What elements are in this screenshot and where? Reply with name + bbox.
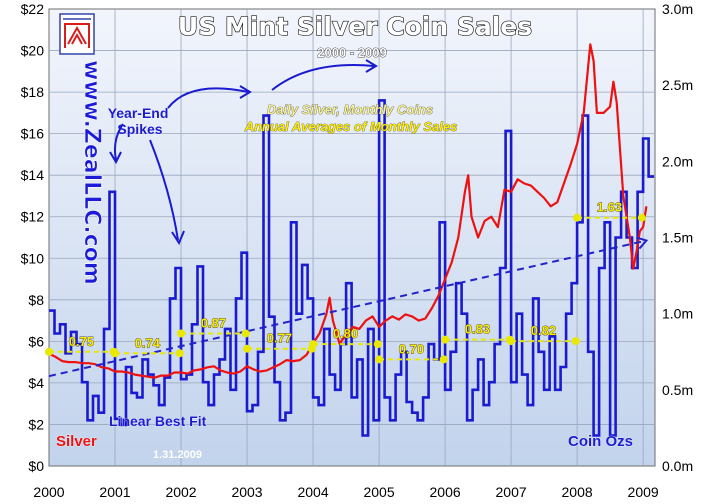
left-tick-label: $20 (21, 43, 45, 59)
left-tick-label: $4 (28, 375, 44, 391)
zeal-logo (59, 13, 95, 55)
average-point (441, 335, 450, 344)
average-label: 0.82 (531, 323, 556, 338)
spikes-label: Year-End Spikes (108, 105, 173, 137)
average-label: 0.75 (69, 334, 94, 349)
x-tick-label: 2009 (628, 484, 659, 500)
left-tick-label: $10 (21, 250, 45, 266)
average-point (175, 349, 184, 358)
average-label: 1.63 (597, 200, 622, 215)
silver-label: Silver (56, 433, 97, 450)
x-tick-label: 2003 (231, 484, 262, 500)
right-tick-label: 2.0m (662, 153, 693, 169)
average-label: 0.87 (201, 315, 226, 330)
average-point (439, 355, 448, 364)
coin-sales-line (49, 99, 655, 437)
average-label: 0.80 (333, 326, 358, 341)
left-tick-label: $8 (28, 292, 44, 308)
coin-label: Coin Ozs (568, 433, 633, 450)
left-tick-label: $12 (21, 209, 45, 225)
x-tick-label: 2008 (562, 484, 593, 500)
left-tick-label: $6 (28, 333, 44, 349)
average-point (309, 340, 318, 349)
legend-line-1: Daily Silver, Monthly Coins (267, 102, 433, 117)
chart-title: US Mint Silver Coin Sales (178, 12, 532, 41)
x-tick-label: 2007 (496, 484, 527, 500)
average-point (111, 349, 120, 358)
left-tick-label: $14 (21, 167, 45, 183)
average-label: 0.83 (465, 322, 490, 337)
average-point (373, 340, 382, 349)
right-tick-label: 0.0m (662, 458, 693, 474)
left-tick-label: $0 (28, 458, 44, 474)
right-tick-label: 1.5m (662, 230, 693, 246)
average-point (571, 337, 580, 346)
average-point (375, 355, 384, 364)
date-label: 1.31.2009 (153, 449, 202, 461)
average-point (45, 347, 53, 356)
axis-ticks: $0 $2 $4 $6 $8 $10 $12 $14 $16 $18 $20 $22 0.0m 0.5m 1… (21, 1, 693, 500)
average-point (243, 344, 252, 353)
right-tick-label: 0.5m (662, 382, 693, 398)
chart-subtitle: 2000 - 2009 (317, 45, 386, 60)
x-tick-label: 2001 (99, 484, 130, 500)
x-tick-label: 2005 (363, 484, 394, 500)
series (49, 43, 655, 437)
annual-averages: 0.75 0.74 0.87 0.77 0.80 0.70 0.83 0.82 1.63 (45, 199, 646, 364)
average-label: 0.77 (267, 331, 292, 346)
best-fit-line (49, 239, 647, 378)
left-tick-label: $22 (21, 1, 45, 17)
watermark: www.ZealLLC.com (79, 60, 104, 285)
average-label: 0.70 (399, 341, 424, 356)
best-fit-arrowhead (636, 236, 649, 250)
right-tick-label: 2.5m (662, 77, 693, 93)
average-point (637, 213, 646, 222)
left-tick-label: $18 (21, 84, 45, 100)
x-tick-label: 2000 (33, 484, 64, 500)
legend-line-2: Annual Averages of Monthly Sales (244, 119, 458, 134)
average-label: 0.74 (135, 335, 161, 350)
x-tick-label: 2002 (165, 484, 196, 500)
average-point (507, 337, 516, 346)
left-tick-label: $2 (28, 416, 44, 432)
right-tick-label: 1.0m (662, 306, 693, 322)
spike-arrows (109, 59, 378, 246)
x-tick-label: 2004 (297, 484, 328, 500)
average-point (241, 329, 250, 338)
right-tick-label: 3.0m (662, 1, 693, 17)
left-tick-label: $16 (21, 126, 45, 142)
average-point (177, 329, 186, 338)
silver-price-line (49, 43, 648, 379)
best-fit-label: Linear Best Fit (109, 413, 207, 429)
average-point (573, 213, 582, 222)
x-tick-label: 2006 (430, 484, 461, 500)
